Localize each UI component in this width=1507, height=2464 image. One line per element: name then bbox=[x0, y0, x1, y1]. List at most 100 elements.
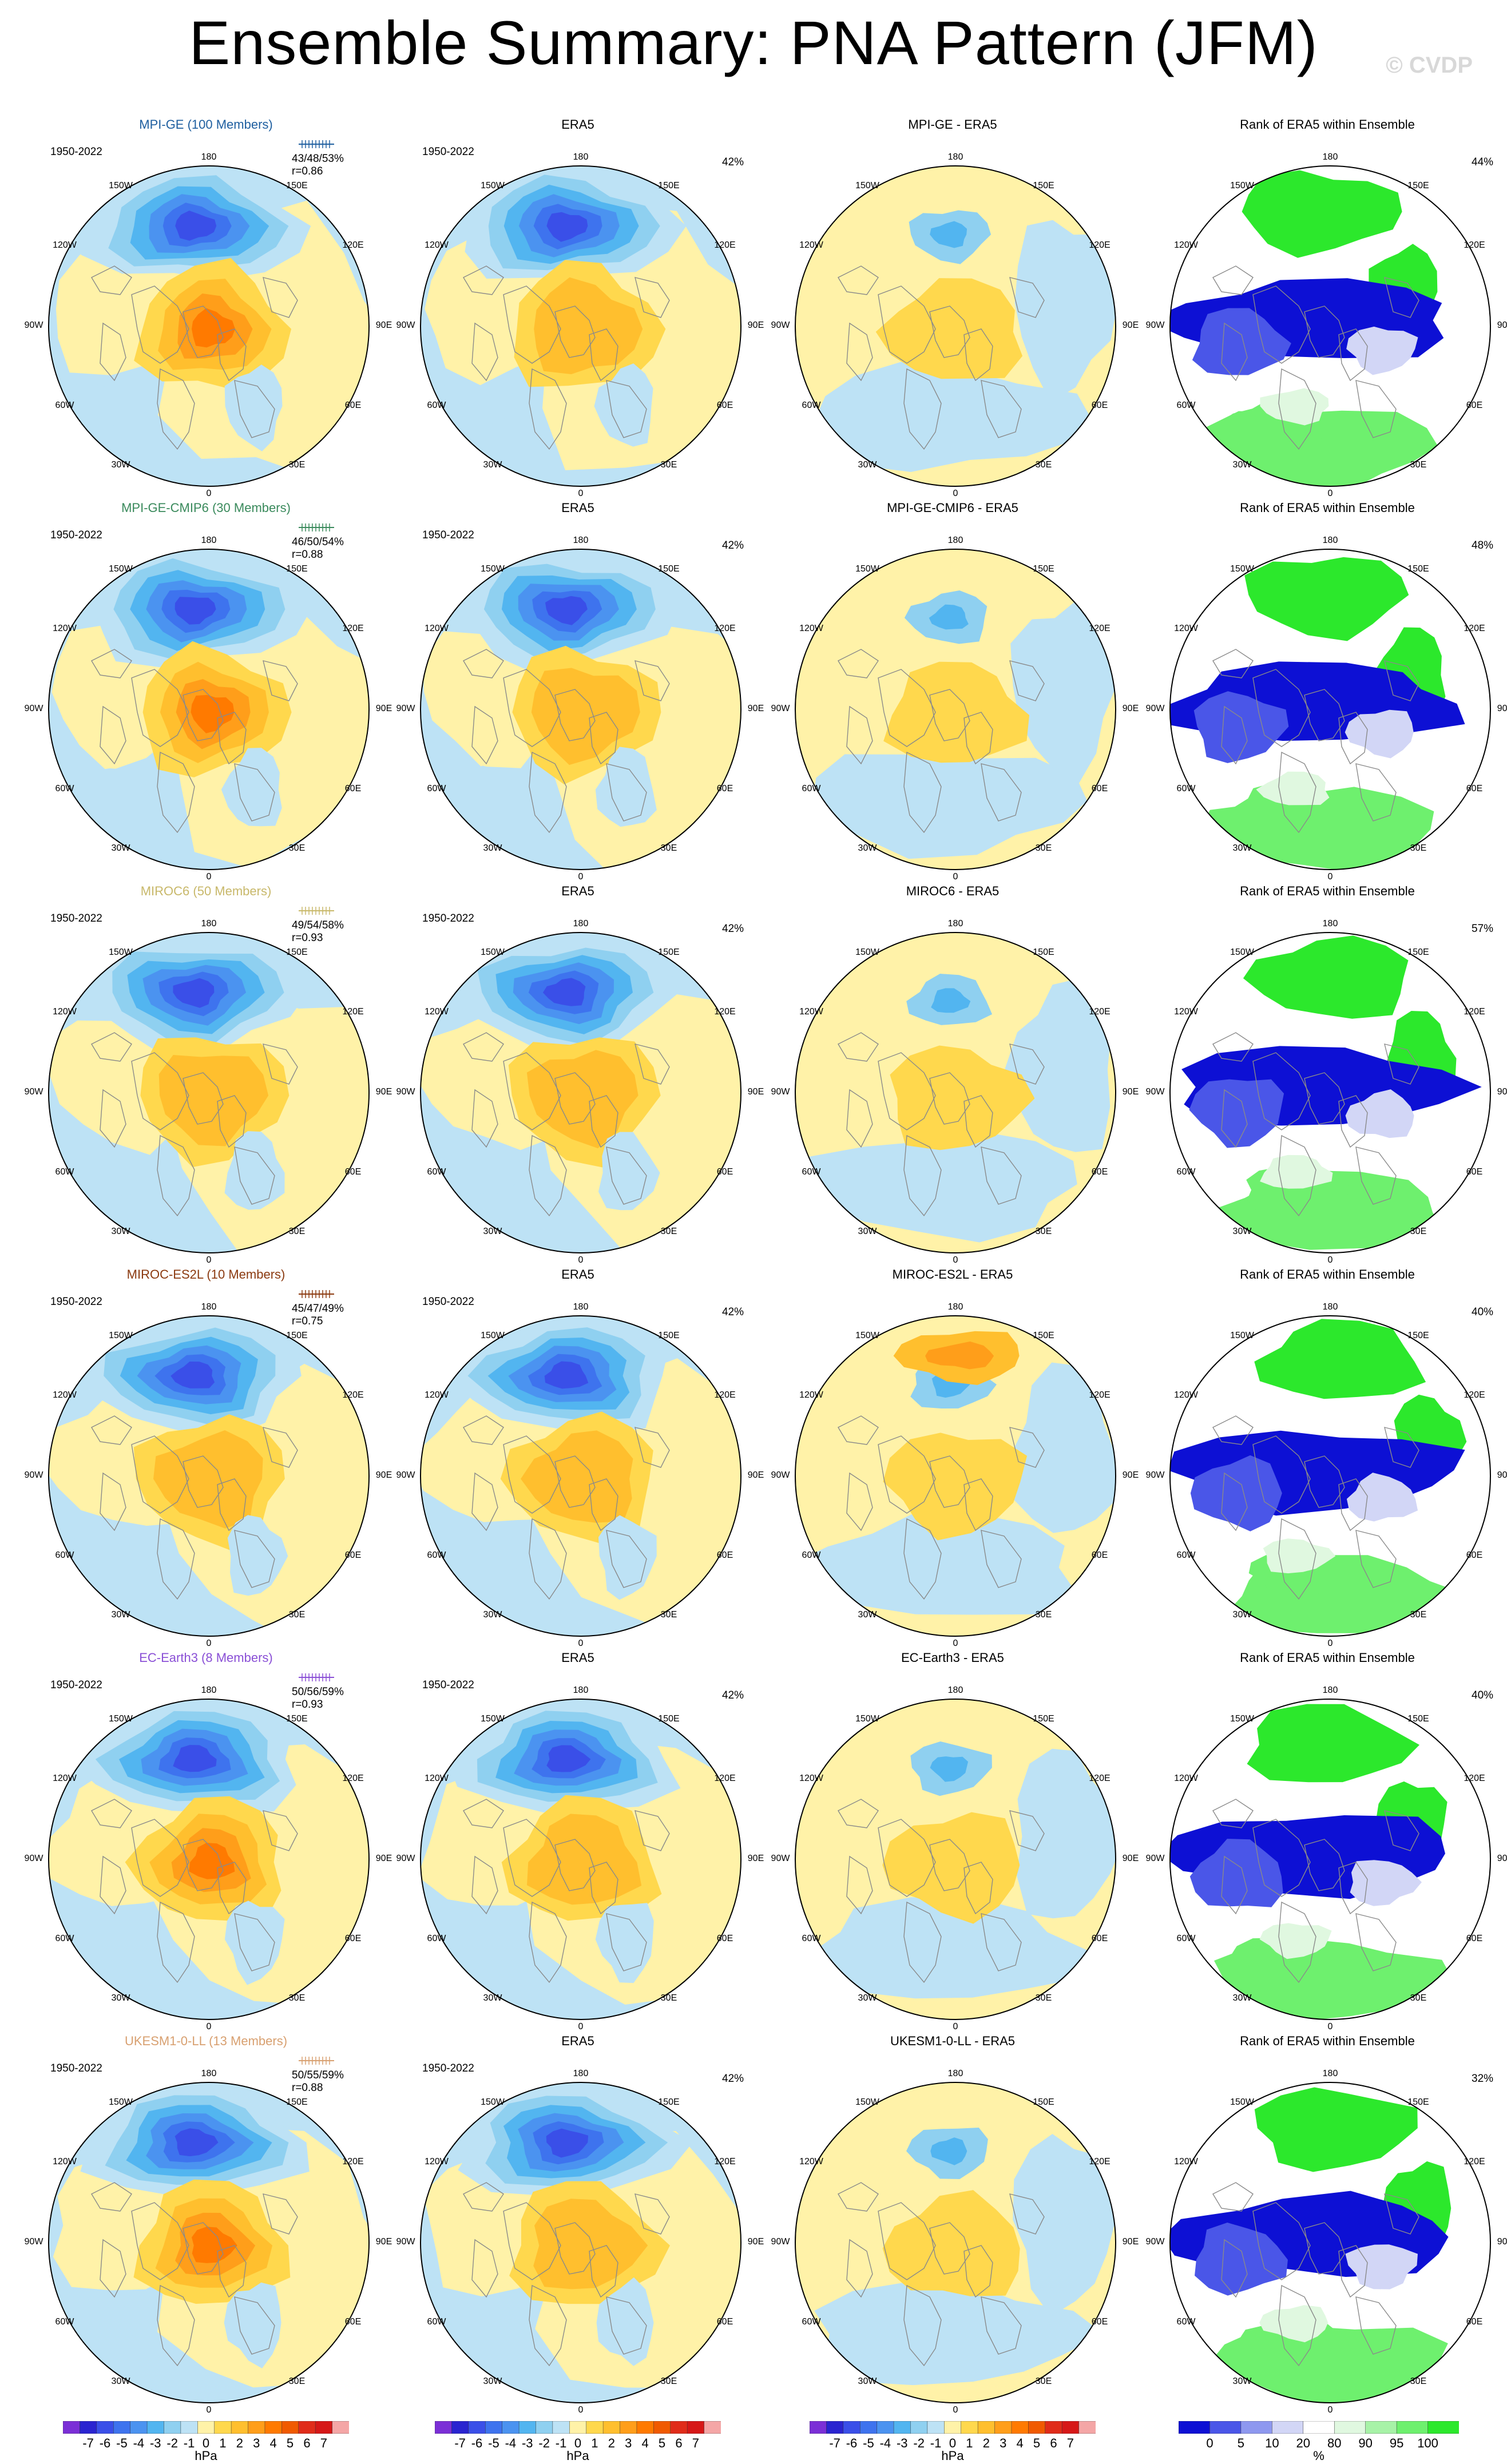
colorbar-tick-label: -6 bbox=[99, 2436, 111, 2450]
lon-label-mid_right_upper: 120E bbox=[342, 624, 364, 633]
lon-label-top: 180 bbox=[573, 152, 589, 162]
pattern-stats: 50/55/59% bbox=[292, 2069, 344, 2081]
lon-label-upper_right: 150E bbox=[1407, 181, 1429, 191]
lon-label-mid_left_upper: 120W bbox=[425, 1390, 449, 1400]
colorbar-swatch bbox=[810, 2421, 827, 2434]
lon-label-right: 90E bbox=[1497, 1854, 1507, 1863]
colorbar-tick-label: 2 bbox=[982, 2436, 990, 2450]
lon-label-mid_right_upper: 120E bbox=[1464, 1390, 1485, 1400]
lon-label-mid_left_upper: 120W bbox=[1174, 1007, 1198, 1017]
lon-label-left: 90W bbox=[1145, 2237, 1165, 2247]
lon-label-mid_right_upper: 120E bbox=[342, 1390, 364, 1400]
era5-variance-pct: 42% bbox=[722, 923, 744, 935]
lon-label-upper_left: 150W bbox=[855, 564, 879, 574]
lon-label-bottom: 0 bbox=[1327, 489, 1333, 498]
coastlines bbox=[91, 649, 298, 834]
diff-panel-title: MPI-GE-CMIP6 - ERA5 bbox=[887, 501, 1018, 515]
lon-label-mid_right_upper: 120E bbox=[1464, 240, 1485, 250]
model-panel-title: MIROC6 (50 Members) bbox=[140, 884, 272, 898]
colorbar-tick-label: -6 bbox=[471, 2436, 483, 2450]
lon-label-lower_right: 30E bbox=[288, 1226, 306, 1236]
lon-label-lower_left: 30W bbox=[111, 1226, 130, 1236]
lon-label-upper_right: 150E bbox=[1033, 947, 1054, 958]
pattern-corr: r=0.75 bbox=[292, 1315, 323, 1327]
lon-label-upper_right: 150E bbox=[1033, 2097, 1054, 2108]
colorbar-tick-label: -6 bbox=[846, 2436, 858, 2450]
lon-label-mid_left_upper: 120W bbox=[53, 1773, 77, 1783]
lon-label-upper_right: 150E bbox=[1407, 947, 1429, 958]
lon-label-lower_right: 30E bbox=[1410, 843, 1427, 853]
lon-label-upper_right: 150E bbox=[658, 1331, 680, 1341]
spread-whisker-icon bbox=[299, 1290, 334, 1298]
period-label: 1950-2022 bbox=[50, 1296, 102, 1308]
colorbar-swatch bbox=[602, 2421, 621, 2434]
lon-label-mid_right_lower: 60E bbox=[344, 1934, 362, 1943]
coastlines bbox=[1212, 265, 1419, 450]
colorbar-swatch bbox=[197, 2421, 215, 2434]
model-map-row6 bbox=[48, 2082, 370, 2403]
rank-map-row2 bbox=[1169, 549, 1491, 870]
era5-panel-title: ERA5 bbox=[561, 1267, 594, 1281]
lon-label-right: 90E bbox=[1497, 1087, 1507, 1097]
period-label: 1950-2022 bbox=[422, 529, 474, 541]
lon-label-mid_left_lower: 60W bbox=[802, 2317, 821, 2327]
lon-label-lower_left: 30W bbox=[858, 459, 877, 470]
colorbar-tick-label: 3 bbox=[1000, 2436, 1007, 2450]
lon-label-bottom: 0 bbox=[953, 489, 958, 498]
lon-label-lower_left: 30W bbox=[858, 1226, 877, 1236]
lon-label-upper_left: 150W bbox=[855, 1714, 879, 1724]
colorbar-swatch bbox=[977, 2421, 996, 2434]
lon-label-left: 90W bbox=[1145, 1854, 1165, 1863]
colorbar-units-label: hPa bbox=[195, 2449, 217, 2463]
lon-label-left: 90W bbox=[396, 320, 415, 330]
lon-label-left: 90W bbox=[1145, 1470, 1165, 1480]
era5-variance-pct: 42% bbox=[722, 2073, 744, 2085]
lon-label-mid_left_upper: 120W bbox=[1174, 240, 1198, 250]
era5-map-row2 bbox=[420, 549, 741, 870]
colorbar-swatch bbox=[468, 2421, 486, 2434]
lon-label-top: 180 bbox=[573, 2069, 589, 2078]
lon-label-mid_left_lower: 60W bbox=[802, 400, 821, 410]
lon-label-bottom: 0 bbox=[578, 872, 584, 882]
lon-label-mid_left_upper: 120W bbox=[799, 624, 823, 633]
colorbar-tick-label: -1 bbox=[183, 2436, 195, 2450]
lon-label-mid_left_upper: 120W bbox=[425, 1773, 449, 1783]
colorbar-swatch bbox=[264, 2421, 283, 2434]
lon-label-lower_left: 30W bbox=[858, 843, 877, 853]
lon-label-lower_right: 30E bbox=[1035, 2376, 1052, 2386]
colorbar-swatch bbox=[552, 2421, 570, 2434]
coastlines bbox=[1212, 1799, 1419, 1983]
lon-label-mid_right_upper: 120E bbox=[714, 1007, 736, 1017]
lon-label-bottom: 0 bbox=[578, 489, 584, 498]
rank-colorbar-swatch bbox=[1365, 2421, 1397, 2434]
lon-label-upper_left: 150W bbox=[1230, 564, 1254, 574]
diff-panel-title: EC-Earth3 - ERA5 bbox=[901, 1650, 1004, 1665]
lon-label-top: 180 bbox=[201, 919, 217, 929]
period-label: 1950-2022 bbox=[50, 146, 102, 158]
lon-label-upper_right: 150E bbox=[1407, 2097, 1429, 2108]
lon-label-bottom: 0 bbox=[206, 1255, 212, 1265]
lon-label-mid_right_upper: 120E bbox=[1464, 2157, 1485, 2167]
lon-label-mid_left_upper: 120W bbox=[1174, 624, 1198, 633]
lon-label-mid_left_lower: 60W bbox=[802, 1550, 821, 1560]
pattern-corr: r=0.93 bbox=[292, 1699, 323, 1711]
colorbar-swatch bbox=[859, 2421, 878, 2434]
watermark: © CVDP bbox=[1386, 53, 1473, 78]
model-map-row2 bbox=[48, 549, 370, 870]
era5-map-row3 bbox=[420, 932, 741, 1253]
lon-label-mid_left_upper: 120W bbox=[425, 240, 449, 250]
colorbar-tick-label: 4 bbox=[1016, 2436, 1024, 2450]
colorbar-swatch bbox=[180, 2421, 199, 2434]
lon-label-mid_right_upper: 120E bbox=[714, 2157, 736, 2167]
lon-label-left: 90W bbox=[771, 1470, 790, 1480]
colorbar-swatch bbox=[670, 2421, 688, 2434]
diff-panel-title: MIROC6 - ERA5 bbox=[906, 884, 1000, 898]
lon-label-upper_left: 150W bbox=[109, 564, 133, 574]
era5-map-row6 bbox=[420, 2082, 741, 2403]
lon-label-mid_right_lower: 60E bbox=[1091, 1550, 1108, 1560]
lon-label-upper_right: 150E bbox=[658, 2097, 680, 2108]
colorbar-swatch bbox=[944, 2421, 962, 2434]
colorbar-tick-label: -3 bbox=[896, 2436, 908, 2450]
colorbar-swatch bbox=[130, 2421, 148, 2434]
